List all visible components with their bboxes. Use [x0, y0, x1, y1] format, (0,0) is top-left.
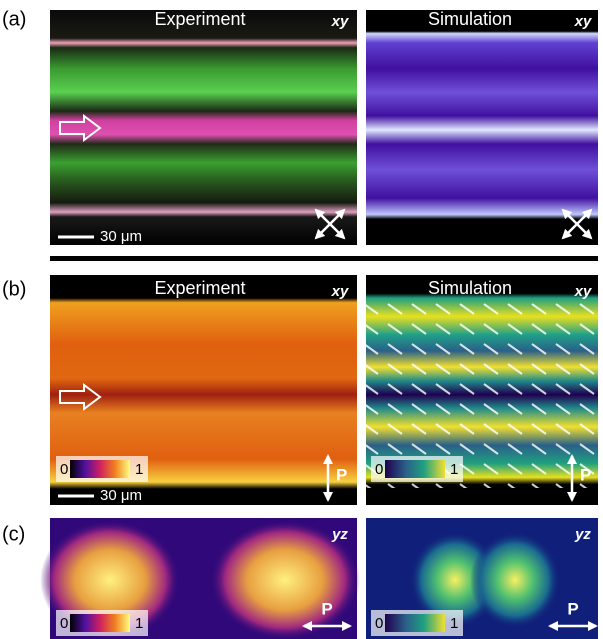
colorbar-max: 1 [450, 461, 458, 478]
plane-label: xy [574, 13, 592, 30]
colorbar-min: 0 [375, 615, 383, 632]
scale-bar-label: 30 μm [100, 487, 142, 504]
colorbar-max: 1 [450, 615, 458, 632]
image [50, 10, 357, 245]
image-title: Experiment [154, 278, 245, 298]
colorbar-min: 0 [60, 461, 68, 478]
scale-bar-label: 30 μm [100, 228, 142, 245]
body: (a) Experiment xy 30 μm Simulation xy (b… [0, 0, 603, 639]
plane-label: yz [574, 526, 591, 543]
image-title: Experiment [154, 9, 245, 29]
plane-label: xy [331, 283, 349, 300]
colorbar-min: 0 [60, 615, 68, 632]
polarizer-label: P [321, 599, 332, 618]
plane-label: xy [331, 13, 349, 30]
separator [50, 256, 598, 261]
panel-label: (b) [2, 278, 26, 300]
polarizer-label: P [580, 465, 591, 484]
colorbar-min: 0 [375, 461, 383, 478]
colorbar [385, 460, 445, 478]
panel-label: (a) [2, 8, 26, 30]
colorbar-max: 1 [135, 461, 143, 478]
plane-label: xy [574, 283, 592, 300]
colorbar [70, 614, 130, 632]
colorbar [70, 460, 130, 478]
image-title: Simulation [428, 278, 512, 298]
image-title: Simulation [428, 9, 512, 29]
polarizer-label: P [567, 599, 578, 618]
figure: (a) Experiment xy 30 μm Simulation xy (b… [0, 0, 603, 639]
colorbar [385, 614, 445, 632]
intensity-blob [470, 532, 560, 628]
colorbar-max: 1 [135, 615, 143, 632]
image [366, 10, 598, 245]
page: Figure {"panels":[ {"label":"(a)","image… [0, 0, 603, 639]
polarizer-label: P [336, 465, 347, 484]
plane-label: yz [331, 526, 348, 543]
panel-label: (c) [2, 523, 25, 545]
